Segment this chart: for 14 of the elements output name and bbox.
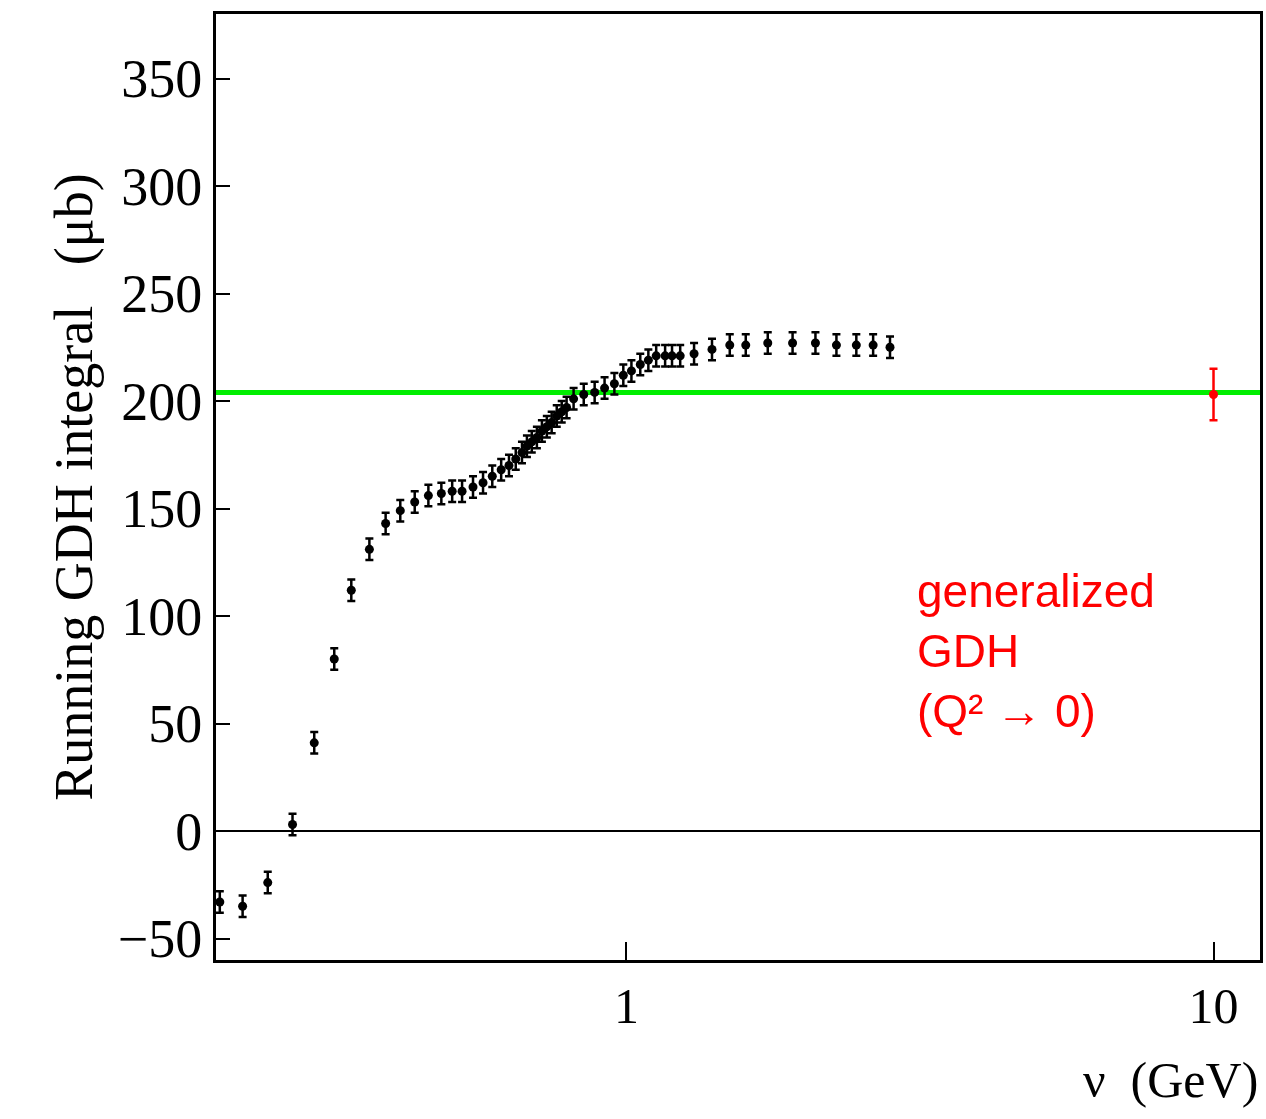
y-tick-label: 200 bbox=[121, 371, 203, 432]
x-tick-label: 1 bbox=[613, 978, 639, 1034]
y-tick-label: 350 bbox=[121, 49, 203, 110]
y-tick-label: 50 bbox=[148, 694, 203, 755]
annotation: generalized GDH (Q² → 0) bbox=[917, 565, 1155, 737]
y-tick-label: 300 bbox=[121, 156, 203, 217]
y-tick-label: 150 bbox=[121, 479, 203, 540]
y-tick-label: 0 bbox=[175, 801, 203, 862]
y-axis-title: Running GDH integral (μb) bbox=[44, 173, 105, 801]
x-axis-title: ν (GeV) bbox=[1083, 1052, 1259, 1108]
y-tick-label: −50 bbox=[117, 909, 203, 970]
y-tick-label: 250 bbox=[121, 264, 203, 325]
x-tick-label: 10 bbox=[1188, 978, 1239, 1034]
y-tick-label: 100 bbox=[121, 586, 203, 647]
